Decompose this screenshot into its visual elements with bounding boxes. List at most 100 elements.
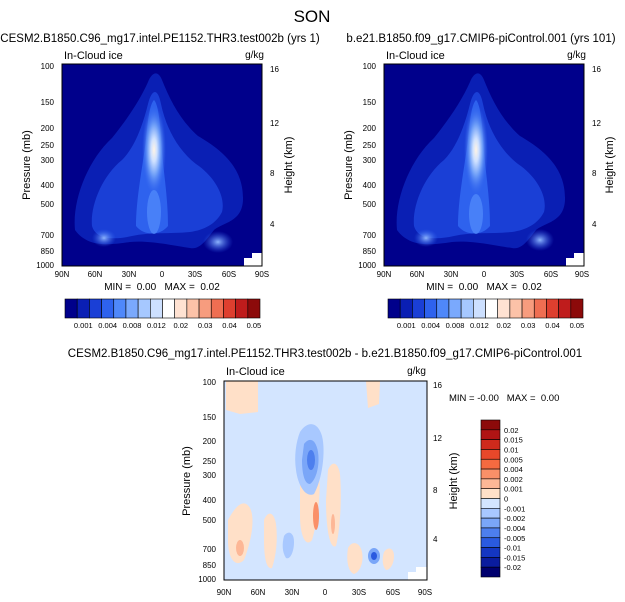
jet-core [142, 104, 166, 196]
x-tick-label: 90S [575, 270, 589, 279]
x-tick-label: 30S [352, 588, 366, 597]
colorbar-swatch [480, 547, 501, 558]
colorbar-swatch [546, 298, 559, 319]
pos-anomaly [326, 463, 341, 547]
pos-anomaly-core [331, 514, 335, 534]
colorbar-label: -0.005 [504, 534, 525, 543]
colorbar-swatch [174, 298, 188, 319]
y2-axis-label: Height (km) [283, 137, 295, 194]
terrain-mask [244, 253, 262, 266]
x-tick-label: 60S [544, 270, 558, 279]
x-tick-label: 90N [217, 588, 232, 597]
colorbar-swatch [137, 298, 151, 319]
colorbar-label: 0.03 [521, 321, 536, 330]
colorbar-swatch [64, 298, 78, 319]
jet-stem [469, 194, 483, 234]
y-axis-left: 100 150 200 250 300 400 500 700 850 1000… [21, 62, 55, 270]
nh-midlat-blob [414, 229, 438, 247]
colorbar-swatch [223, 298, 236, 319]
colorbar-swatch [480, 439, 501, 450]
contour-field [61, 63, 263, 267]
colorbar-swatch [210, 298, 224, 319]
y2-tick-label: 12 [433, 434, 442, 443]
plot-frame [61, 63, 263, 267]
colorbar-swatch [480, 517, 501, 529]
jet-core [464, 104, 488, 196]
y2-tick-label: 16 [433, 381, 442, 390]
x-tick-label: 0 [160, 270, 165, 279]
colorbar-label: 0.02 [173, 321, 188, 330]
colorbar-label: 0.01 [504, 445, 519, 454]
y-tick-label: 150 [363, 98, 377, 107]
y-tick-label: 400 [41, 181, 55, 190]
contour-field [223, 380, 428, 581]
page-title: SON [294, 7, 331, 26]
pos-anomaly [347, 543, 363, 574]
colorbar-swatch [460, 298, 474, 319]
y-axis-left: 100 150 200 250 300 400 500 700 850 1000… [181, 378, 217, 584]
colorbar-swatch [480, 557, 501, 568]
colorbar-swatch [480, 419, 501, 431]
colorbar-swatch [509, 298, 523, 319]
y-tick-label: 300 [41, 156, 55, 165]
y-tick-label: 150 [41, 98, 55, 107]
y2-tick-label: 16 [270, 65, 279, 74]
colorbar-label: 0.004 [421, 321, 440, 330]
y2-axis-label: Height (km) [448, 453, 460, 510]
y-tick-label: 250 [203, 457, 217, 466]
plot-frame [383, 63, 585, 267]
colorbar-label: 0.004 [504, 465, 523, 474]
colorbar-label: 0.001 [504, 485, 523, 494]
colorbar-swatch [480, 429, 501, 440]
y-tick-label: 200 [363, 124, 377, 133]
pos-anomaly [264, 513, 277, 569]
neg-anomaly-core [307, 450, 315, 470]
colorbar-swatch [473, 298, 486, 319]
x-tick-label: 60S [386, 588, 400, 597]
colorbar-swatch [76, 298, 90, 319]
x-axis: 90N 60N 30N 0 30S 60S 90S [377, 270, 589, 279]
y-tick-label: 500 [203, 516, 217, 525]
colorbar-label: -0.01 [504, 544, 521, 553]
neg-anomaly [282, 532, 294, 559]
colorbar-label: -0.015 [504, 553, 525, 562]
colorbar-swatch [424, 298, 438, 319]
colorbar-swatch [113, 298, 127, 319]
colorbar-swatch [480, 508, 501, 519]
contour-field [383, 63, 585, 267]
colorbar-label: 0 [504, 495, 508, 504]
y-tick-label: 1000 [36, 261, 54, 270]
y-axis-right: 16 12 8 4 Height (km) [433, 381, 460, 544]
y-axis-left: 100 150 200 250 300 400 500 700 850 1000… [343, 62, 377, 270]
pos-anomaly [366, 381, 380, 408]
y-axis-right: 16 12 8 4 Height (km) [270, 65, 295, 229]
pos-anomaly [226, 381, 258, 414]
colorbar-label: -0.02 [504, 563, 521, 572]
panel-units: g/kg [407, 366, 426, 377]
colorbar-swatch [480, 458, 501, 470]
panel-title: CESM2.B1850.C96_mg17.intel.PE1152.THR3.t… [0, 33, 320, 45]
y-tick-label: 850 [203, 561, 217, 570]
nh-midlat-blob [92, 229, 116, 247]
x-axis: 90N 60N 30N 0 30S 60S 90S [55, 270, 269, 279]
colorbar-swatch [448, 298, 462, 319]
min-max-text: MIN = 0.00 MAX = 0.02 [104, 282, 220, 293]
neg-anomaly-core [371, 552, 377, 560]
colorbar-swatch [186, 298, 200, 319]
y-axis-label: Pressure (mb) [181, 446, 193, 516]
colorbar-label: 0.04 [222, 321, 237, 330]
panel-variable: In-Cloud ice [226, 366, 285, 378]
y2-tick-label: 4 [592, 220, 597, 229]
x-tick-label: 90N [55, 270, 70, 279]
y2-tick-label: 8 [433, 486, 438, 495]
colorbar-swatch [521, 298, 535, 319]
y-tick-label: 500 [363, 200, 377, 209]
y2-tick-label: 12 [270, 119, 279, 128]
y-tick-label: 700 [363, 231, 377, 240]
colorbar-swatch [485, 298, 498, 319]
colorbar-swatch [497, 298, 511, 319]
terrain-mask [408, 567, 427, 580]
x-axis: 90N 60N 30N 0 30S 60S 90S [217, 588, 432, 597]
x-tick-label: 30S [510, 270, 524, 279]
panel-control: b.e21.B1850.f09_g17.CMIP6-piControl.001 … [343, 33, 616, 293]
